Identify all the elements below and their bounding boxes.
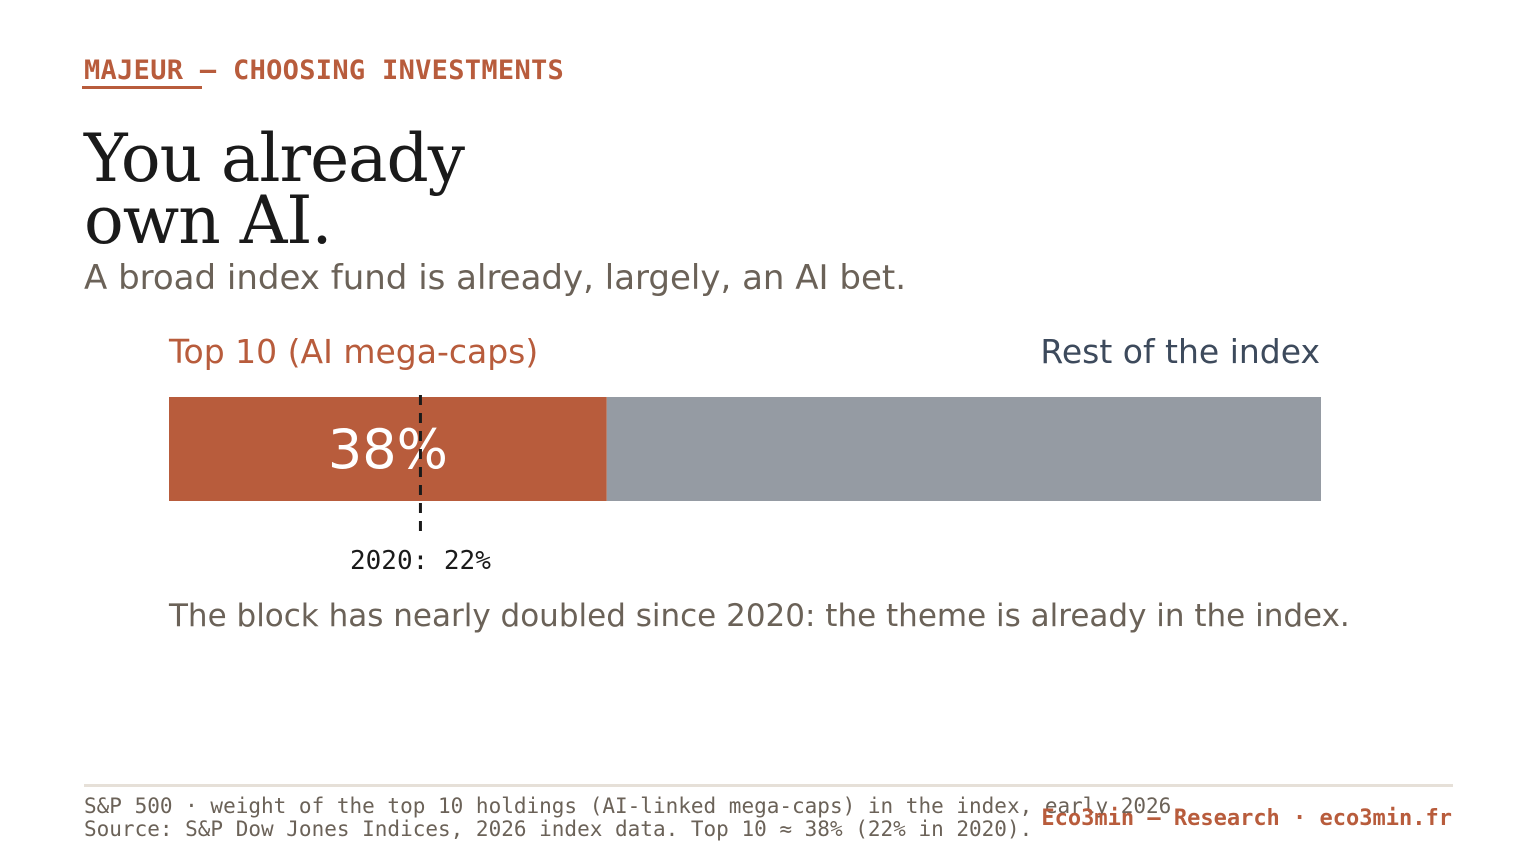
bar-value-label: 38% [328,418,448,481]
kicker-section: — CHOOSING INVESTMENTS [183,55,565,86]
kicker-underline [82,86,202,89]
footer-source-note: S&P 500 · weight of the top 10 holdings … [84,795,1184,841]
reference-marker-label: 2020: 22% [350,546,491,576]
page-title: You already own AI. [84,126,465,254]
page-subtitle: A broad index fund is already, largely, … [84,258,907,298]
series-label-rest: Rest of the index [1040,332,1320,371]
kicker-brand: MAJEUR [84,55,184,86]
footer-divider [84,784,1453,787]
chart-caption: The block has nearly doubled since 2020:… [169,598,1350,634]
footer-brand: Eco3min — Research · eco3min.fr [1041,806,1452,831]
title-line-2: own AI. [84,182,332,259]
bar-segment-rest [606,397,1321,501]
footer-note-line-1: S&P 500 · weight of the top 10 holdings … [84,794,1184,818]
bar-segment-top10 [169,397,607,501]
footer-note-line-2: Source: S&P Dow Jones Indices, 2026 inde… [84,817,1033,841]
series-label-top10: Top 10 (AI mega-caps) [169,332,539,371]
section-kicker: MAJEUR — CHOOSING INVESTMENTS [84,55,564,86]
title-line-1: You already [84,120,465,197]
